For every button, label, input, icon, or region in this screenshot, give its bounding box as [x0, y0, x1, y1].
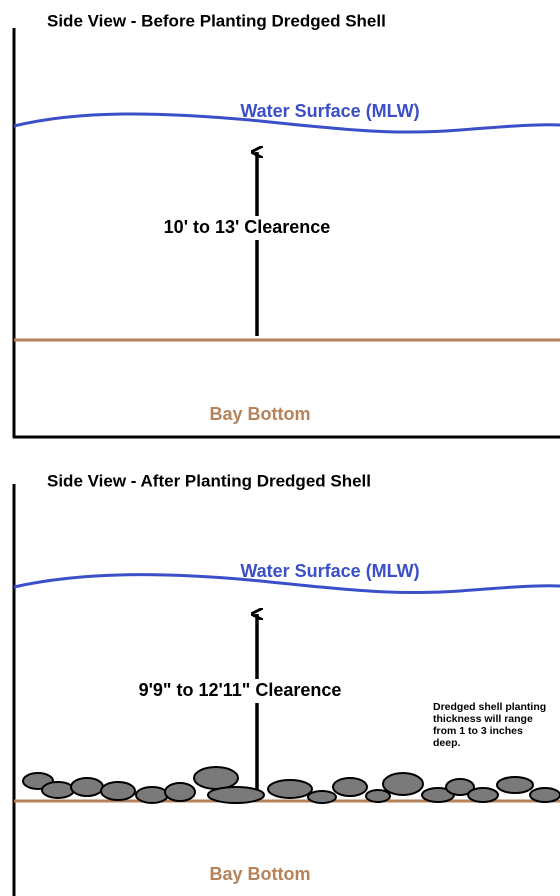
clearance-label: 10' to 13' Clearence — [164, 217, 331, 237]
shell — [308, 791, 336, 803]
shell — [530, 788, 560, 802]
shell — [366, 790, 390, 802]
note-line: Dredged shell planting — [433, 701, 546, 713]
panel-before: Side View - Before Planting Dredged Shel… — [13, 11, 560, 438]
shell — [194, 767, 238, 789]
shell — [268, 780, 312, 798]
shell — [208, 787, 264, 803]
diagram: Side View - Before Planting Dredged Shel… — [0, 0, 560, 896]
shell — [333, 778, 367, 796]
clearance-label: 9'9" to 12'11" Clearence — [139, 680, 342, 700]
shell — [497, 777, 533, 793]
note-line: thickness will range — [433, 713, 533, 725]
water-label: Water Surface (MLW) — [240, 101, 419, 121]
note-line: deep. — [433, 737, 461, 749]
panel-title: Side View - Before Planting Dredged Shel… — [47, 11, 386, 30]
shell — [136, 787, 168, 803]
water-label: Water Surface (MLW) — [240, 561, 419, 581]
shell — [71, 778, 103, 796]
panel-title: Side View - After Planting Dredged Shell — [47, 471, 371, 490]
note-line: from 1 to 3 inches — [433, 725, 523, 737]
bottom-label: Bay Bottom — [209, 864, 310, 884]
shell — [383, 773, 423, 795]
shell — [165, 783, 195, 801]
page: {"panels": [ {"title": "Side View - Befo… — [0, 0, 560, 896]
panel-after: Side View - After Planting Dredged Shell… — [14, 471, 560, 896]
bottom-label: Bay Bottom — [209, 404, 310, 424]
shells — [23, 767, 560, 803]
shell — [468, 788, 498, 802]
shell — [101, 782, 135, 800]
shell — [42, 782, 74, 798]
